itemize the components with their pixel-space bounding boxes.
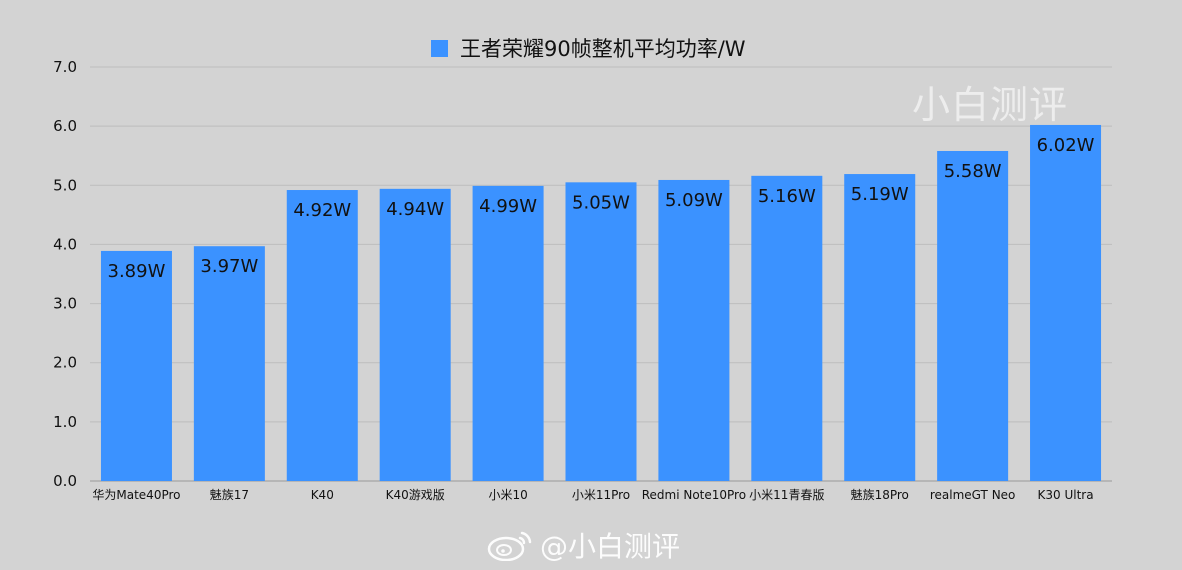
x-tick-label: 魅族18Pro: [851, 487, 909, 502]
data-label: 4.92W: [293, 200, 351, 221]
data-label: 6.02W: [1037, 135, 1095, 156]
x-tick-label: 小米11Pro: [572, 488, 630, 502]
watermark-text: 小白测评: [912, 83, 1069, 127]
y-tick-label: 0.0: [53, 472, 77, 490]
data-label: 5.58W: [944, 161, 1002, 182]
x-tick-label: K40: [311, 488, 334, 502]
bar: [100, 250, 172, 481]
y-tick-label: 2.0: [53, 354, 77, 372]
data-label: 5.16W: [758, 186, 816, 207]
data-label: 3.89W: [108, 261, 166, 282]
data-label: 5.19W: [851, 184, 909, 205]
x-tick-label: 华为Mate40Pro: [92, 488, 180, 502]
bar: [658, 179, 730, 481]
x-tick-label: K30 Ultra: [1038, 488, 1094, 502]
x-tick-label: 魅族17: [210, 487, 249, 502]
x-tick-label: 小米11青春版: [749, 488, 824, 502]
y-tick-label: 1.0: [53, 413, 77, 431]
y-tick-label: 4.0: [53, 235, 77, 253]
weibo-icon: [487, 531, 532, 561]
data-label: 5.05W: [572, 192, 630, 213]
weibo-watermark: @小白测评: [486, 525, 680, 565]
legend: 王者荣耀90帧整机平均功率/W: [431, 34, 746, 62]
legend-swatch: [431, 39, 448, 57]
x-tick-label: 小米10: [488, 488, 527, 502]
bar: [286, 190, 358, 481]
y-tick-label: 5.0: [53, 176, 77, 194]
bar: [472, 185, 544, 481]
bar: [751, 175, 823, 481]
bar: [1030, 124, 1102, 482]
y-tick-label: 6.0: [53, 117, 77, 135]
bar: [193, 246, 265, 481]
data-label: 4.99W: [479, 196, 537, 217]
x-tick-label: K40游戏版: [386, 488, 445, 502]
bar: [844, 174, 916, 481]
y-tick-label: 7.0: [53, 58, 77, 76]
bar: [379, 188, 451, 481]
x-tick-label: realmeGT Neo: [930, 488, 1016, 502]
legend-label: 王者荣耀90帧整机平均功率/W: [460, 37, 746, 61]
data-label: 3.97W: [200, 256, 258, 277]
bar: [937, 150, 1009, 482]
weibo-handle: @小白测评: [540, 530, 681, 563]
data-label: 5.09W: [665, 190, 723, 211]
x-tick-label: Redmi Note10Pro: [642, 488, 746, 502]
bar: [565, 182, 637, 482]
y-tick-label: 3.0: [53, 295, 77, 313]
data-label: 4.94W: [386, 199, 444, 220]
